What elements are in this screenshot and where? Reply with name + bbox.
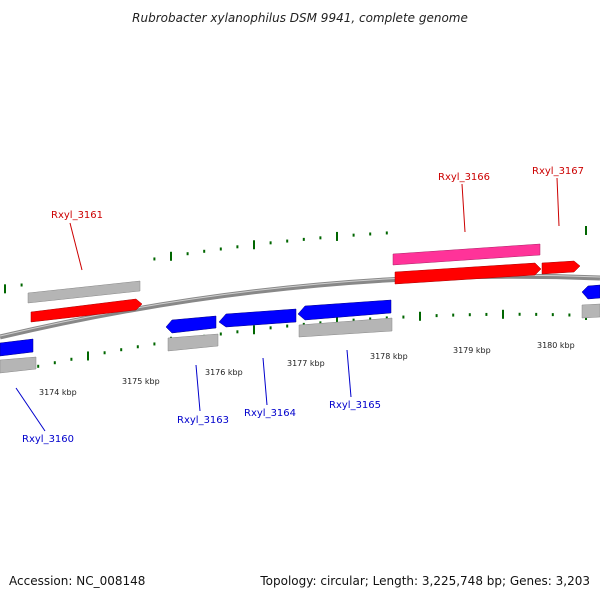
gene-label-rxyl-3160[interactable]: Rxyl_3160 [22, 434, 74, 445]
tick-label: 3178 kbp [370, 352, 408, 361]
forward-tick-marks [4, 225, 587, 294]
label-leader-lines [15, 177, 560, 432]
leader-rxyl-3166 [461, 183, 466, 233]
map-title: Rubrobacter xylanophilus DSM 9941, compl… [132, 11, 468, 25]
leader-rxyl-3161 [69, 222, 83, 271]
gene-rxyl-3166-cds[interactable] [394, 262, 542, 285]
forward-genes [27, 243, 581, 323]
tick-label: 3176 kbp [205, 368, 243, 377]
gene-rxyl-3160[interactable] [0, 338, 34, 357]
gene-label-rxyl-3163[interactable]: Rxyl_3163 [177, 415, 229, 426]
tick-label: 3180 kbp [537, 341, 575, 350]
gene-rxyl-3166[interactable] [392, 243, 541, 266]
leader-rxyl-3165 [346, 349, 352, 398]
gene-label-rxyl-3166[interactable]: Rxyl_3166 [438, 172, 490, 183]
leader-rxyl-3164 [262, 357, 268, 406]
gene-right-edge-blue[interactable] [581, 284, 600, 300]
gene-rxyl-3161-shadow[interactable] [27, 280, 141, 304]
gene-label-rxyl-3164[interactable]: Rxyl_3164 [244, 408, 296, 419]
gene-labels: Rxyl_3160 Rxyl_3161 Rxyl_3163 Rxyl_3164 … [22, 166, 584, 445]
kbp-tick-labels: 3174 kbp 3175 kbp 3176 kbp 3177 kbp 3178… [39, 341, 575, 397]
gene-rxyl-3164[interactable] [218, 308, 297, 328]
tick-label: 3175 kbp [122, 377, 160, 386]
gene-rxyl-3161[interactable] [30, 298, 143, 323]
leader-rxyl-3167 [556, 177, 560, 227]
gene-rxyl-3165-shadow[interactable] [298, 317, 393, 338]
gene-rxyl-3165[interactable] [297, 299, 392, 321]
gene-label-rxyl-3167[interactable]: Rxyl_3167 [532, 166, 584, 177]
leader-rxyl-3163 [195, 364, 201, 412]
accession-text: Accession: NC_008148 [9, 574, 146, 588]
gene-rxyl-3163[interactable] [165, 315, 217, 334]
gene-right-edge-shadow[interactable] [581, 303, 600, 319]
gene-rxyl-3167[interactable] [541, 260, 581, 275]
tick-label: 3179 kbp [453, 346, 491, 355]
leader-rxyl-3160 [15, 387, 46, 432]
gene-rxyl-3160-shadow[interactable] [0, 356, 37, 374]
gene-label-rxyl-3161[interactable]: Rxyl_3161 [51, 210, 103, 221]
gene-label-rxyl-3165[interactable]: Rxyl_3165 [329, 400, 381, 411]
tick-label: 3177 kbp [287, 359, 325, 368]
reverse-genes [0, 284, 600, 374]
topology-text: Topology: circular; Length: 3,225,748 bp… [260, 574, 590, 588]
gene-rxyl-3163-shadow[interactable] [167, 333, 219, 352]
tick-label: 3174 kbp [39, 388, 77, 397]
